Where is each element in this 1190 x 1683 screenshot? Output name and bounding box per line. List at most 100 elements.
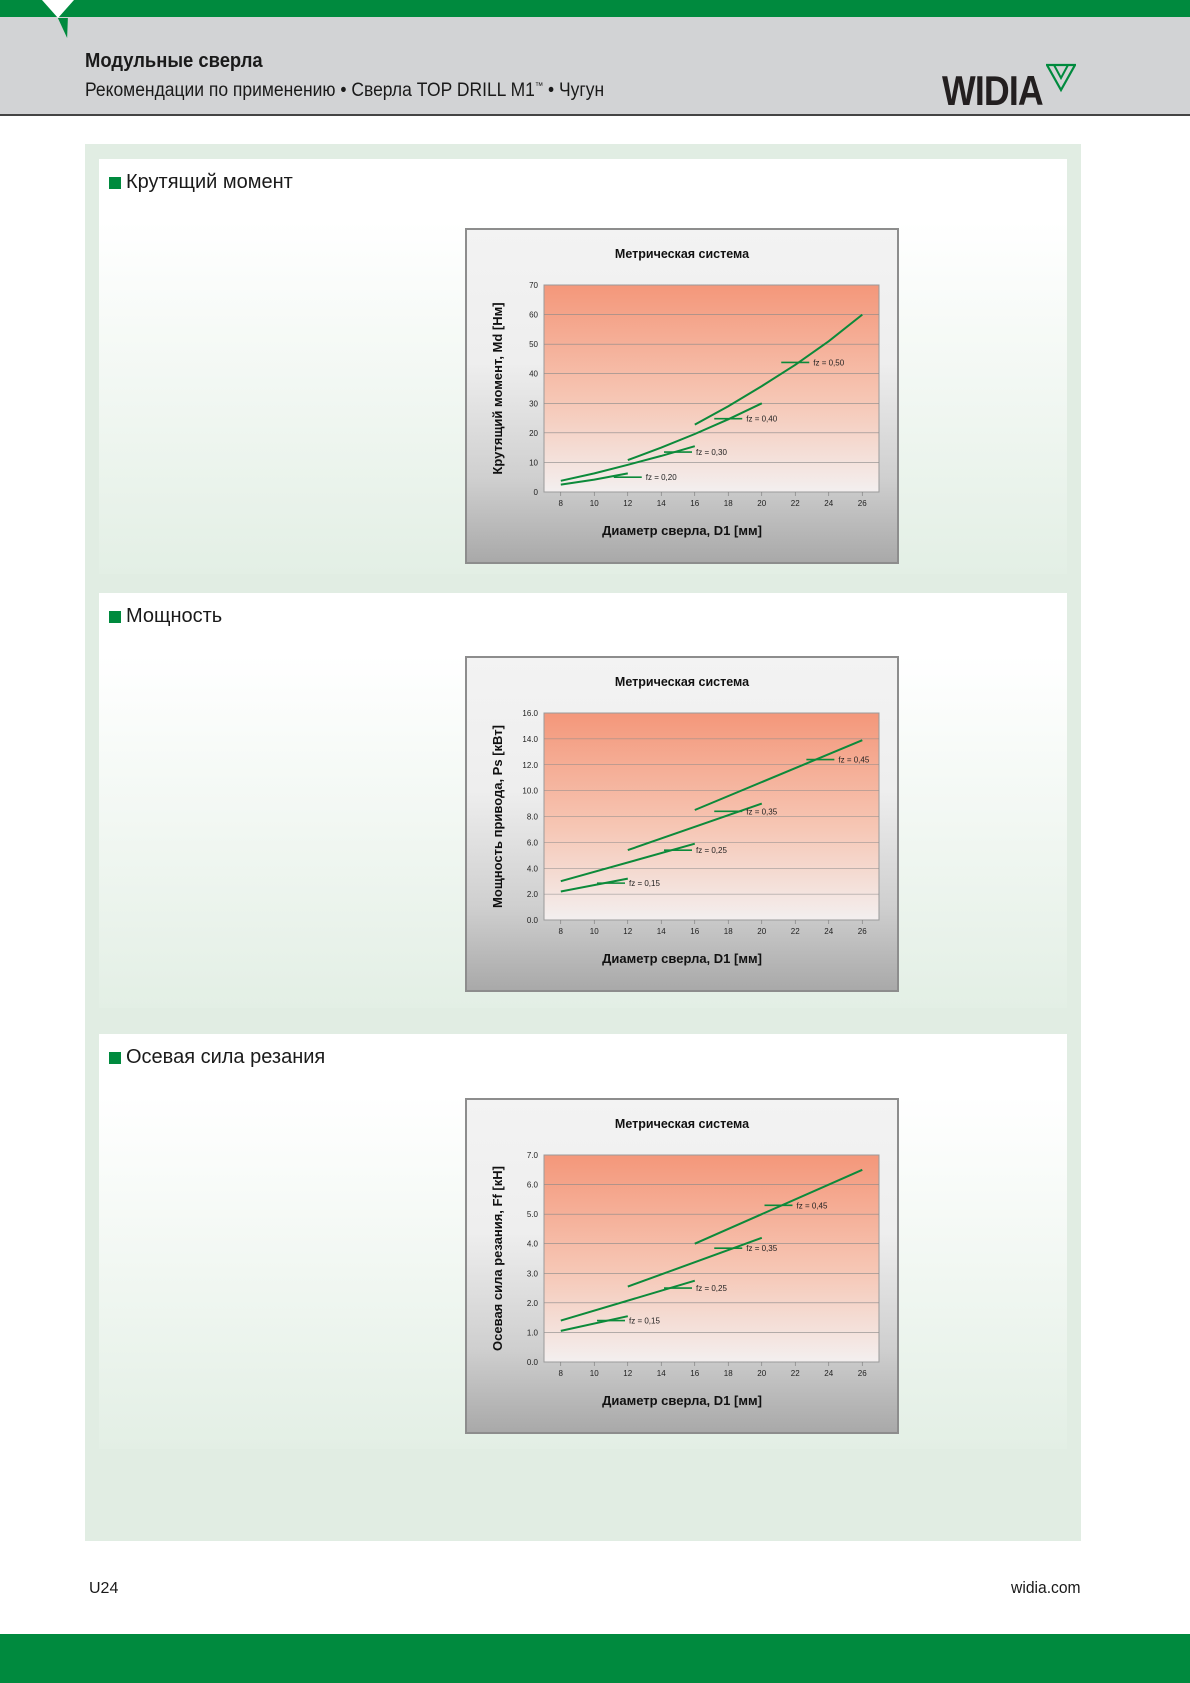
y-tick-label: 30 (529, 399, 538, 408)
section-heading: Крутящий момент (109, 171, 293, 194)
chart-title: Метрическая система (615, 247, 750, 261)
y-tick-label: 8.0 (527, 813, 539, 822)
y-tick-label: 0.0 (527, 1358, 539, 1367)
chart-torque-svg: 0 10 20 30 40 50 60 70 8 10 12 14 16 18 20 22 24 26 Метрич… (490, 247, 880, 538)
section-heading-text: Крутящий момент (126, 171, 293, 193)
y-tick-label: 2.0 (527, 890, 539, 899)
series-label: fz = 0,15 (629, 879, 660, 888)
series-label: fz = 0,20 (646, 473, 677, 482)
x-tick-label: 22 (791, 927, 800, 936)
section-heading-text: Осевая сила резания (126, 1046, 326, 1068)
y-tick-label: 7.0 (527, 1151, 539, 1160)
x-tick-label: 16 (690, 927, 699, 936)
y-tick-label: 2.0 (527, 1299, 539, 1308)
series-line (560, 877, 628, 893)
y-tick-label: 12.0 (522, 761, 538, 770)
series-line (627, 402, 763, 462)
series-line (560, 1315, 629, 1332)
x-tick-label: 10 (590, 927, 599, 936)
bullet-square-icon (109, 176, 121, 189)
page-number: U24 (89, 1580, 119, 1597)
bottom-brand-bar (0, 1634, 1190, 1683)
header-notch-icon (42, 0, 74, 18)
series-line (694, 739, 863, 811)
chart-title: Метрическая система (615, 1117, 750, 1131)
x-tick-label: 18 (724, 1369, 733, 1378)
x-tick-label: 18 (724, 499, 733, 508)
section-torque: Крутящий момент 0 10 20 30 40 50 60 70 8 10 12 14 16… (99, 159, 1067, 574)
series-label: fz = 0,35 (746, 807, 777, 816)
page-title: Модульные сверла (85, 50, 263, 72)
x-tick-label: 26 (858, 499, 867, 508)
y-tick-label: 3.0 (527, 1269, 539, 1278)
x-tick-label: 10 (590, 499, 599, 508)
series-label: fz = 0,50 (813, 358, 844, 367)
x-tick-label: 14 (657, 499, 666, 508)
y-axis-label: Осевая сила резания, Ff [кН] (490, 1166, 505, 1351)
x-tick-label: 10 (590, 1369, 599, 1378)
y-tick-label: 4.0 (527, 1240, 539, 1249)
y-tick-label: 4.0 (527, 864, 539, 873)
chart-thrust: 0.0 1.0 2.0 3.0 4.0 5.0 6.0 7.0 8 10 12 14 16 18 20 22 2… (465, 1098, 899, 1434)
series-label: fz = 0,40 (746, 415, 777, 424)
section-thrust: Осевая сила резания 0.0 1.0 2.0 3.0 4.0 5.0 6.… (99, 1034, 1067, 1449)
series-line (560, 472, 628, 486)
y-tick-label: 40 (529, 370, 538, 379)
y-tick-label: 10 (529, 458, 538, 467)
x-tick-label: 24 (824, 1369, 833, 1378)
site-link[interactable]: widia.com (1011, 1578, 1081, 1597)
y-tick-label: 0 (534, 488, 539, 497)
y-axis-label: Крутящий момент, Md [Нм] (490, 302, 505, 474)
bullet-square-icon (109, 1051, 121, 1064)
section-heading: Мощность (109, 605, 222, 628)
x-tick-label: 22 (791, 499, 800, 508)
y-tick-label: 0.0 (527, 916, 539, 925)
series-label: fz = 0,45 (838, 756, 869, 765)
section-heading: Осевая сила резания (109, 1046, 325, 1069)
x-tick-label: 22 (791, 1369, 800, 1378)
y-tick-label: 6.0 (527, 1181, 539, 1190)
logo-wordmark: WIDIA (942, 67, 1044, 114)
x-tick-label: 12 (623, 499, 632, 508)
x-tick-label: 12 (623, 927, 632, 936)
chart-power-svg: 0.0 2.0 4.0 6.0 8.0 10.0 12.0 14.0 16.0 8 10 12 14 16… (490, 675, 880, 966)
y-tick-label: 5.0 (527, 1210, 539, 1219)
series-label: fz = 0,25 (696, 846, 727, 855)
x-tick-label: 20 (757, 499, 766, 508)
chart-thrust-svg: 0.0 1.0 2.0 3.0 4.0 5.0 6.0 7.0 8 10 12 14 16 18 20 22 2… (490, 1117, 880, 1408)
subtitle-material: • Чугун (543, 80, 605, 101)
x-tick-label: 16 (690, 1369, 699, 1378)
x-tick-label: 20 (757, 927, 766, 936)
x-tick-label: 18 (724, 927, 733, 936)
y-tick-label: 6.0 (527, 838, 539, 847)
x-tick-label: 12 (623, 1369, 632, 1378)
x-tick-label: 26 (858, 927, 867, 936)
y-tick-label: 10.0 (522, 787, 538, 796)
series-label: fz = 0,15 (629, 1317, 660, 1326)
section-power: Мощность 0.0 2.0 4.0 6.0 8.0 10.0 12.0 14.0 16.0… (99, 593, 1067, 1008)
plot-area (543, 1154, 880, 1363)
chart-power: 0.0 2.0 4.0 6.0 8.0 10.0 12.0 14.0 16.0 8 10 12 14 16… (465, 656, 899, 992)
series-label: fz = 0,30 (696, 448, 727, 457)
x-tick-label: 24 (824, 927, 833, 936)
series-label: fz = 0,35 (746, 1244, 777, 1253)
x-tick-label: 8 (559, 927, 564, 936)
y-axis-label: Мощность привода, Ps [кВт] (490, 725, 505, 908)
x-tick-label: 8 (559, 499, 564, 508)
y-tick-label: 14.0 (522, 735, 538, 744)
series-line (627, 1236, 763, 1288)
trademark-mark: ™ (534, 80, 544, 91)
series-label: fz = 0,45 (797, 1201, 828, 1210)
y-tick-label: 50 (529, 340, 538, 349)
series-label: fz = 0,25 (696, 1284, 727, 1293)
page-header: Модульные сверла Рекомендации по примене… (0, 17, 1190, 116)
x-tick-label: 16 (690, 499, 699, 508)
logo-triangle-icon (1046, 63, 1076, 93)
series-line (694, 313, 863, 426)
y-tick-label: 20 (529, 429, 538, 438)
y-tick-label: 16.0 (522, 709, 538, 718)
series-line (694, 1168, 863, 1245)
chart-title: Метрическая система (615, 675, 750, 689)
x-tick-label: 8 (559, 1369, 564, 1378)
x-tick-label: 14 (657, 1369, 666, 1378)
